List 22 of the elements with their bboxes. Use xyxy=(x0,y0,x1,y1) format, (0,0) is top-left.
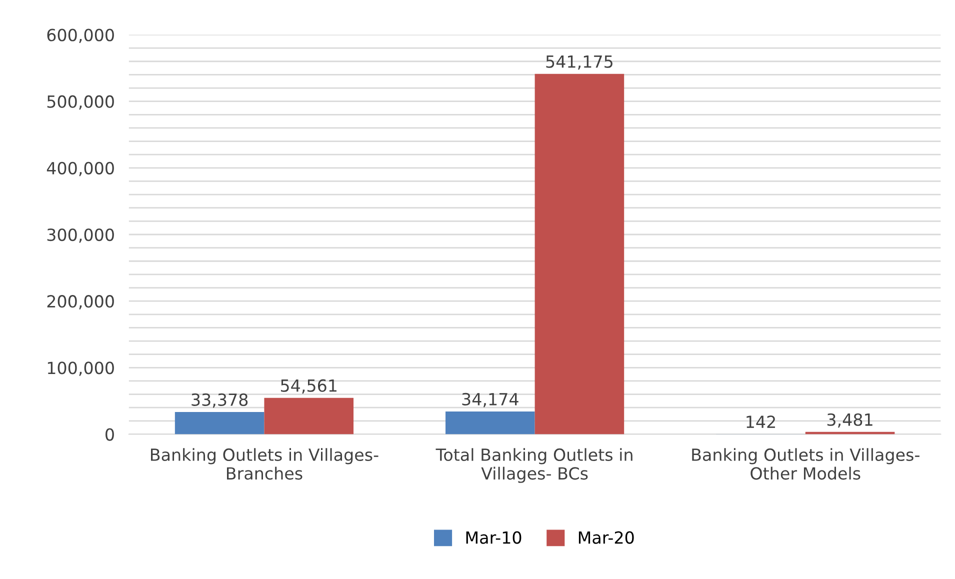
y-tick-label: 200,000 xyxy=(47,295,114,310)
x-tick-label: Total Banking Outlets in Villages- BCs xyxy=(436,448,632,483)
data-label: 33,378 xyxy=(192,393,248,408)
x-tick-label: Banking Outlets in Villages- Branches xyxy=(151,448,378,480)
data-label: 54,561 xyxy=(280,379,336,394)
bar xyxy=(264,398,354,434)
legend-label: Mar-20 xyxy=(578,531,634,544)
legend-label: Mar-10 xyxy=(466,531,522,544)
y-tick-label: 300,000 xyxy=(47,228,114,243)
bar xyxy=(174,412,264,434)
x-tick-label: Banking Outlets in Villages- Other Models xyxy=(692,448,920,480)
y-tick-label: 0 xyxy=(106,428,114,441)
data-label: 3,481 xyxy=(827,413,872,428)
data-label: 541,175 xyxy=(546,56,612,70)
bar xyxy=(446,411,535,434)
data-label: 142 xyxy=(746,416,775,428)
y-tick-label: 400,000 xyxy=(46,162,114,176)
y-tick-label: 600,000 xyxy=(47,28,114,44)
bar xyxy=(534,74,624,434)
y-tick-label: 500,000 xyxy=(47,95,114,110)
data-label: 34,174 xyxy=(462,392,518,408)
y-tick-label: 100,000 xyxy=(48,362,114,376)
